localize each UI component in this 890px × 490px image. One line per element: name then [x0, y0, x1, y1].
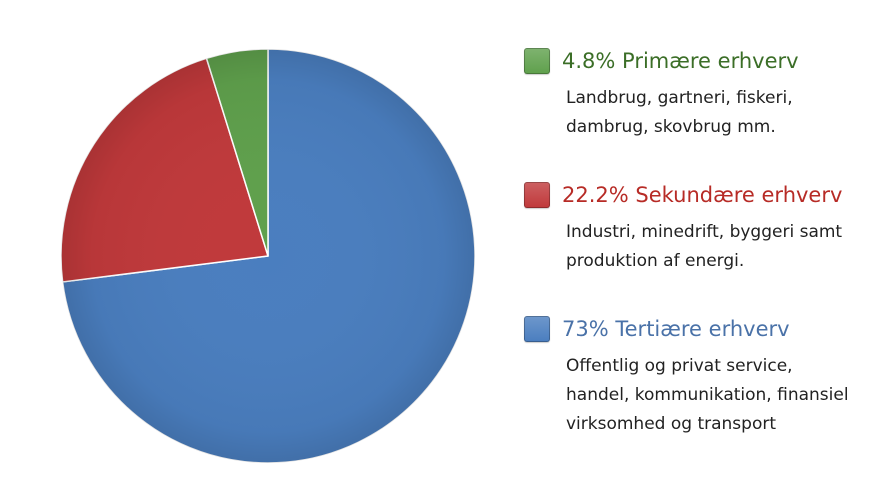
- legend-percent: 4.8%: [562, 49, 616, 73]
- legend-item-secondary: 22.2% Sekundære erhverv Industri, minedr…: [524, 178, 884, 312]
- legend-label: Sekundære erhverv: [635, 183, 843, 207]
- legend-label: Primære erhverv: [622, 49, 799, 73]
- legend-description-line: dambrug, skovbrug mm.: [566, 117, 776, 137]
- legend-percent: 22.2%: [562, 183, 629, 207]
- legend-description-line: produktion af energi.: [566, 251, 745, 271]
- legend-swatch-primary: [524, 48, 550, 74]
- legend-description-line: Industri, minedrift, byggeri samt: [566, 222, 843, 242]
- legend-description: Offentlig og privat service, handel, komm…: [566, 352, 884, 439]
- legend-description-line: Offentlig og privat service,: [566, 356, 793, 376]
- legend-item-primary: 4.8% Primære erhverv Landbrug, gartneri,…: [524, 44, 884, 178]
- legend-title: 4.8% Primære erhverv: [524, 44, 884, 78]
- legend-label: Tertiære erhverv: [615, 317, 790, 341]
- legend-swatch-tertiary: [524, 316, 550, 342]
- pie-slices: [60, 48, 476, 464]
- legend-description-line: virksomhed og transport: [566, 414, 777, 434]
- legend-item-tertiary: 73% Tertiære erhverv Offentlig og privat…: [524, 312, 884, 446]
- legend-description: Industri, minedrift, byggeri samt produkt…: [566, 218, 884, 276]
- legend-title: 73% Tertiære erhverv: [524, 312, 884, 346]
- legend-swatch-secondary: [524, 182, 550, 208]
- legend-percent: 73%: [562, 317, 609, 341]
- legend: 4.8% Primære erhverv Landbrug, gartneri,…: [524, 44, 884, 446]
- pie-chart: [60, 48, 476, 464]
- legend-description: Landbrug, gartneri, fiskeri, dambrug, sko…: [566, 84, 884, 142]
- legend-description-line: handel, kommunikation, finansiel: [566, 385, 849, 405]
- legend-title: 22.2% Sekundære erhverv: [524, 178, 884, 212]
- legend-description-line: Landbrug, gartneri, fiskeri,: [566, 88, 793, 108]
